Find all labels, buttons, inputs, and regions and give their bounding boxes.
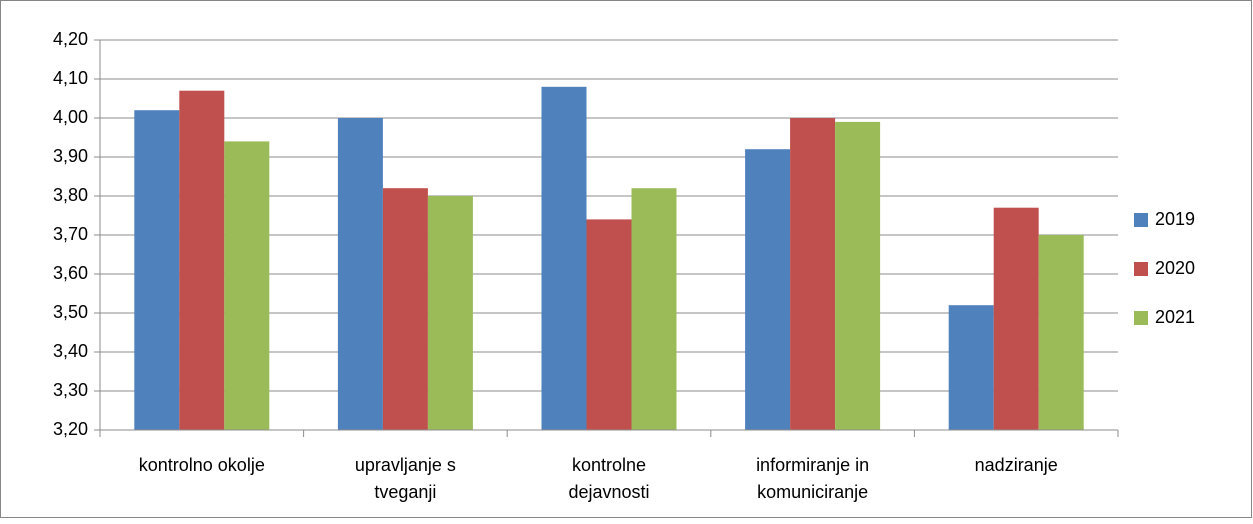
- y-tick-label: 3,70: [53, 224, 88, 244]
- x-tick-label: kontrolne: [572, 455, 646, 475]
- bar: [134, 110, 180, 430]
- bar: [337, 118, 383, 430]
- bar: [179, 90, 225, 430]
- y-tick-label: 3,90: [53, 146, 88, 166]
- y-tick-label: 3,30: [53, 380, 88, 400]
- bar: [1038, 235, 1084, 430]
- y-tick-label: 3,20: [53, 419, 88, 439]
- bar: [382, 188, 428, 430]
- legend-swatch: [1134, 311, 1148, 325]
- y-tick-label: 4,00: [53, 107, 88, 127]
- bar: [541, 86, 587, 431]
- y-tick-label: 3,60: [53, 263, 88, 283]
- bar: [745, 149, 791, 430]
- bar: [631, 188, 677, 430]
- legend-label: 2019: [1155, 209, 1195, 229]
- bar: [586, 219, 632, 430]
- y-tick-label: 3,40: [53, 341, 88, 361]
- x-tick-label: komuniciranje: [757, 482, 868, 502]
- bar: [835, 121, 881, 431]
- x-tick-label: tveganji: [374, 482, 436, 502]
- x-tick-label: informiranje in: [756, 455, 869, 475]
- legend-label: 2020: [1155, 258, 1195, 278]
- bar: [948, 305, 994, 430]
- y-tick-label: 3,80: [53, 185, 88, 205]
- legend-label: 2021: [1155, 307, 1195, 327]
- bar: [427, 196, 473, 430]
- bar: [224, 141, 270, 430]
- legend-swatch: [1134, 262, 1148, 276]
- bar: [993, 207, 1039, 430]
- y-tick-label: 4,20: [53, 29, 88, 49]
- y-tick-label: 3,50: [53, 302, 88, 322]
- bar: [790, 118, 836, 430]
- x-tick-label: dejavnosti: [568, 482, 649, 502]
- legend-swatch: [1134, 213, 1148, 227]
- x-tick-label: kontrolno okolje: [139, 455, 265, 475]
- y-tick-label: 4,10: [53, 68, 88, 88]
- x-tick-label: upravljanje s: [355, 455, 456, 475]
- x-tick-label: nadziranje: [975, 455, 1058, 475]
